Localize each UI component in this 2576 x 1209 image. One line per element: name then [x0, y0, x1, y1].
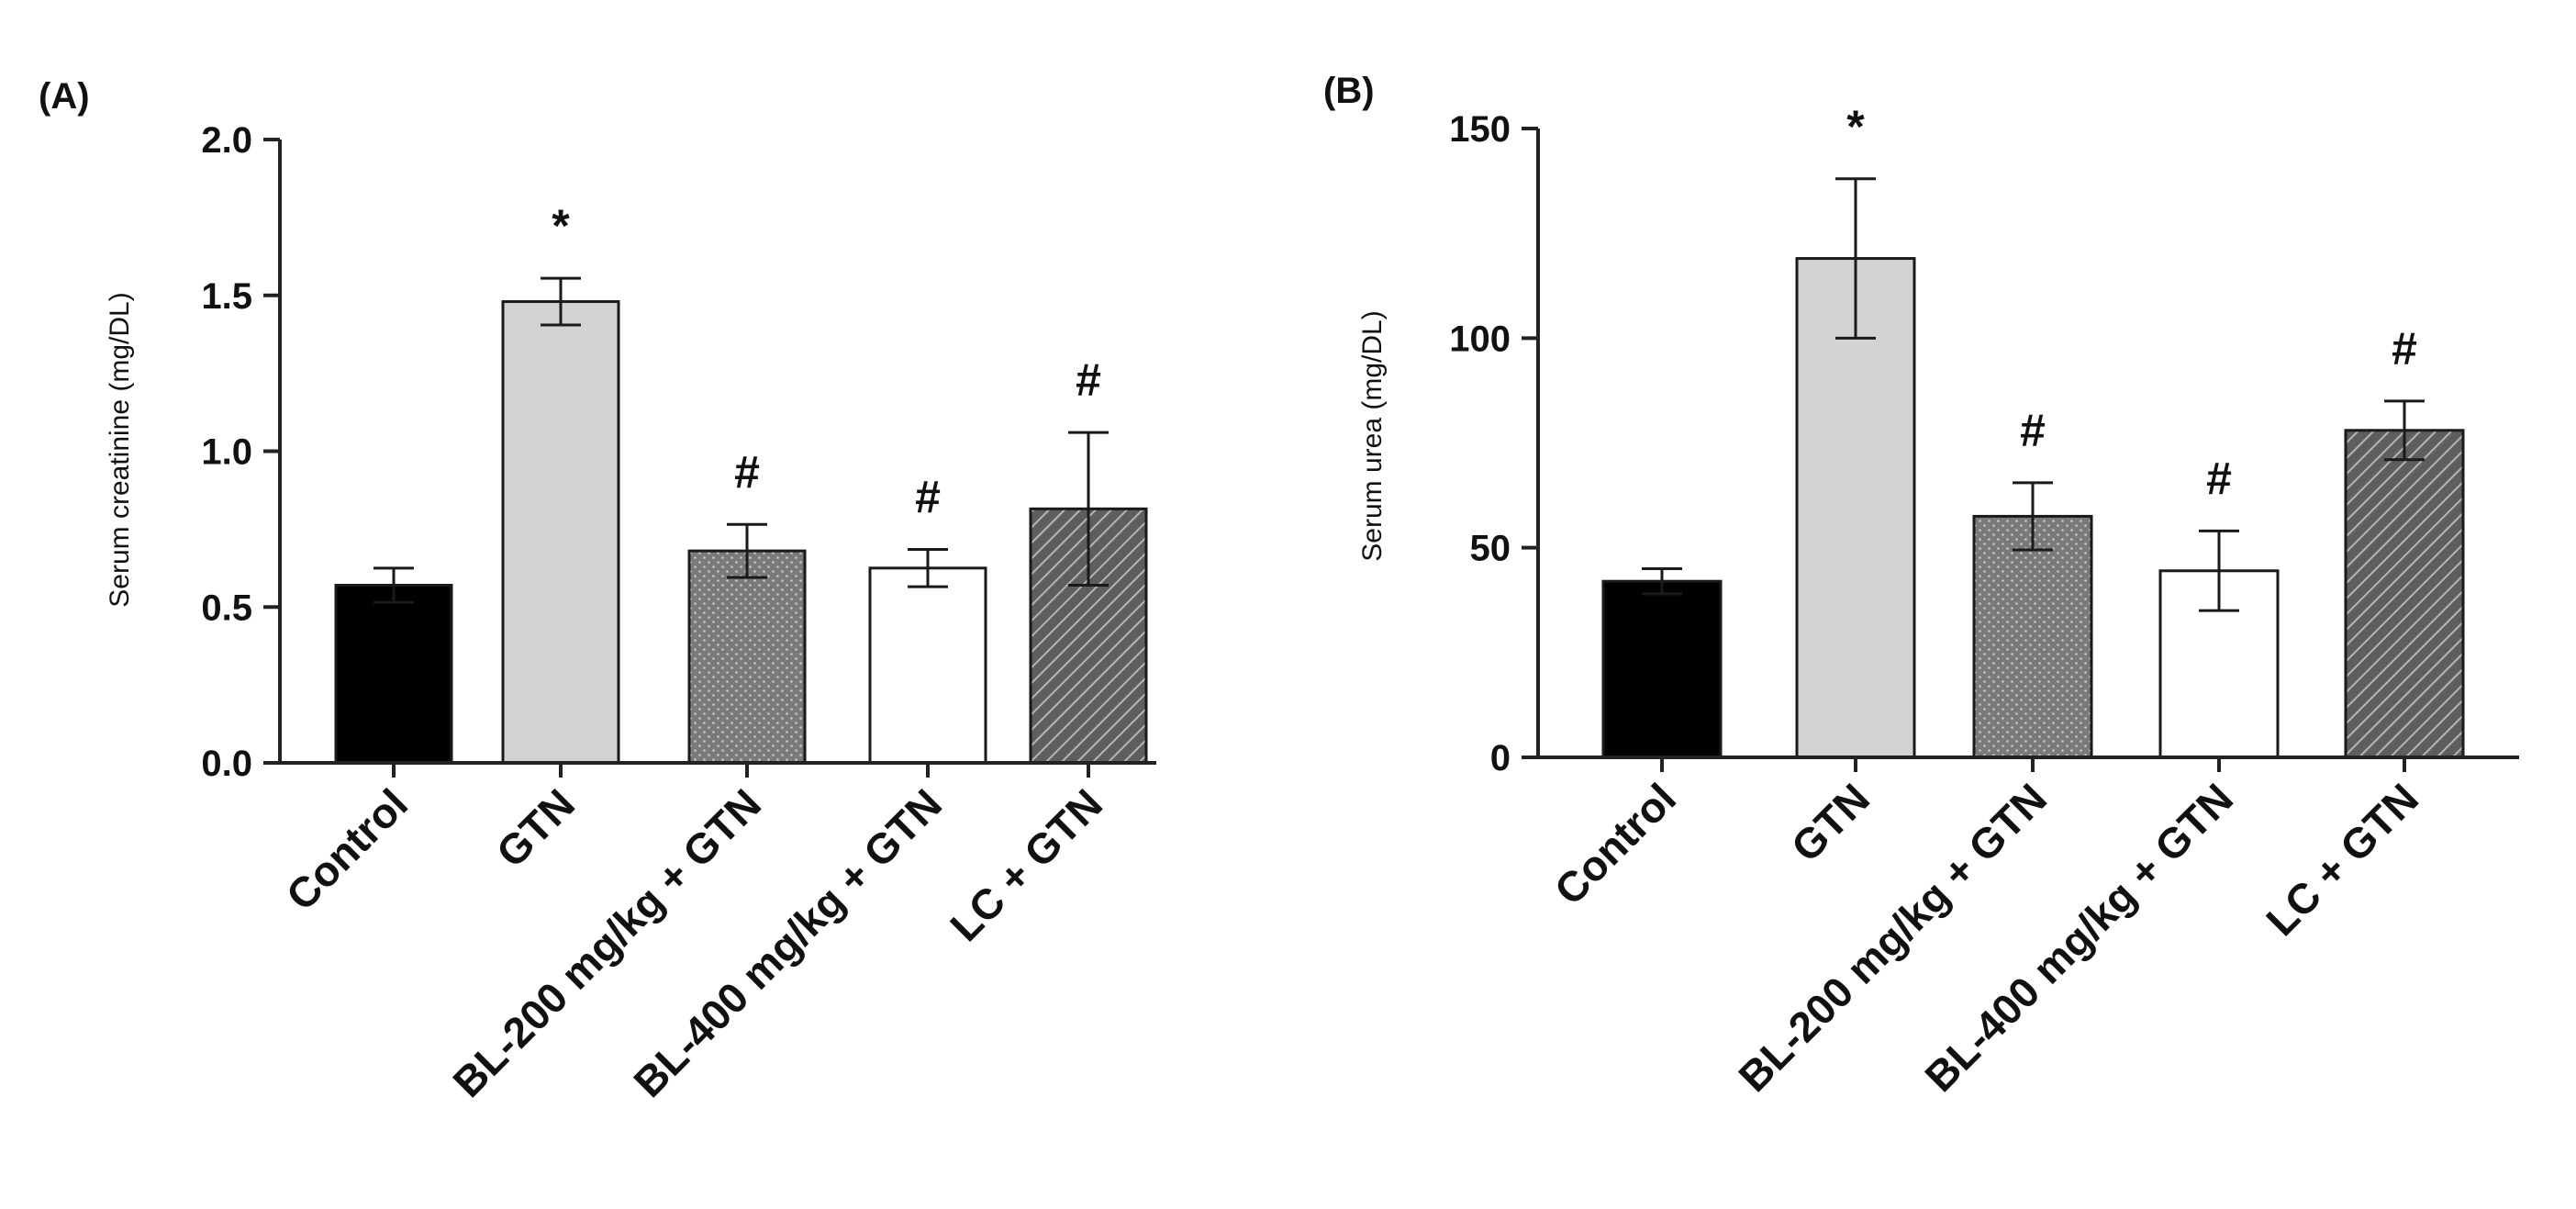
y-tick-label: 2.0 — [201, 120, 252, 161]
bar-control — [1601, 579, 1723, 759]
y-tick-label: 100 — [1449, 319, 1511, 359]
error-bar-bl-200-mg-kg-gtn — [727, 522, 767, 579]
bar-bl-200-mg-kg-gtn — [687, 549, 807, 765]
error-bar-control — [1642, 567, 1682, 596]
significance-mark-bl-200-mg-kg-gtn: # — [2020, 405, 2046, 456]
significance-mark-gtn: * — [552, 200, 570, 252]
category-label-control: Control — [1545, 774, 1685, 913]
panel-label-b: (B) — [1323, 71, 1375, 111]
y-tick-label: 0 — [1490, 738, 1511, 778]
chart-serum-creatinine: Control * GTN # BL-200 mg/kg + GTN # BL-400 mg… — [105, 120, 1156, 1106]
bar-control — [334, 583, 453, 765]
y-tick-label: 1.0 — [201, 432, 252, 473]
category-label-bl-200-mg-kg-gtn: BL-200 mg/kg + GTN — [1729, 774, 2056, 1101]
significance-mark-bl-200-mg-kg-gtn: # — [734, 446, 760, 498]
category-label-gtn: GTN — [1782, 774, 1879, 870]
significance-mark-gtn: * — [1846, 101, 1865, 152]
error-bar-gtn — [541, 276, 581, 327]
error-bar-control — [374, 566, 414, 604]
category-label-lc-gtn: LC + GTN — [941, 779, 1111, 950]
error-bar-bl-400-mg-kg-gtn — [2199, 529, 2239, 612]
bar-bl-200-mg-kg-gtn — [1972, 514, 2093, 759]
significance-mark-bl-400-mg-kg-gtn: # — [2206, 453, 2232, 504]
category-label-bl-200-mg-kg-gtn: BL-200 mg/kg + GTN — [443, 779, 770, 1106]
y-axis-title: Serum urea (mg/DL) — [1357, 310, 1388, 561]
y-tick-label: 150 — [1449, 109, 1511, 150]
error-bar-lc-gtn — [2384, 399, 2425, 462]
significance-mark-lc-gtn: # — [1076, 354, 1101, 406]
error-bar-gtn — [1835, 177, 1876, 340]
category-label-control: Control — [277, 779, 417, 919]
category-label-gtn: GTN — [487, 779, 584, 876]
error-bar-lc-gtn — [1068, 431, 1109, 587]
error-bar-bl-400-mg-kg-gtn — [908, 547, 948, 588]
bar-gtn — [1795, 257, 1916, 759]
chart-serum-urea: Control * GTN # BL-200 mg/kg + GTN # BL-400 mg… — [1357, 101, 2519, 1101]
significance-mark-lc-gtn: # — [2392, 323, 2417, 375]
y-tick-label: 0.5 — [201, 588, 252, 628]
bar-lc-gtn — [2344, 429, 2465, 759]
y-tick-label: 50 — [1470, 529, 1511, 569]
category-label-bl-400-mg-kg-gtn: BL-400 mg/kg + GTN — [624, 779, 951, 1106]
y-tick-label: 1.5 — [201, 276, 252, 317]
error-bar-bl-200-mg-kg-gtn — [2013, 481, 2053, 552]
y-tick-label: 0.0 — [201, 744, 252, 784]
significance-mark-bl-400-mg-kg-gtn: # — [915, 471, 941, 522]
y-axis-title: Serum creatinine (mg/DL) — [105, 292, 135, 607]
category-label-lc-gtn: LC + GTN — [2257, 774, 2427, 945]
bar-gtn — [501, 300, 620, 765]
panel-label-a: (A) — [39, 76, 90, 117]
bar-bl-400-mg-kg-gtn — [868, 566, 987, 765]
category-label-bl-400-mg-kg-gtn: BL-400 mg/kg + GTN — [1915, 774, 2242, 1101]
